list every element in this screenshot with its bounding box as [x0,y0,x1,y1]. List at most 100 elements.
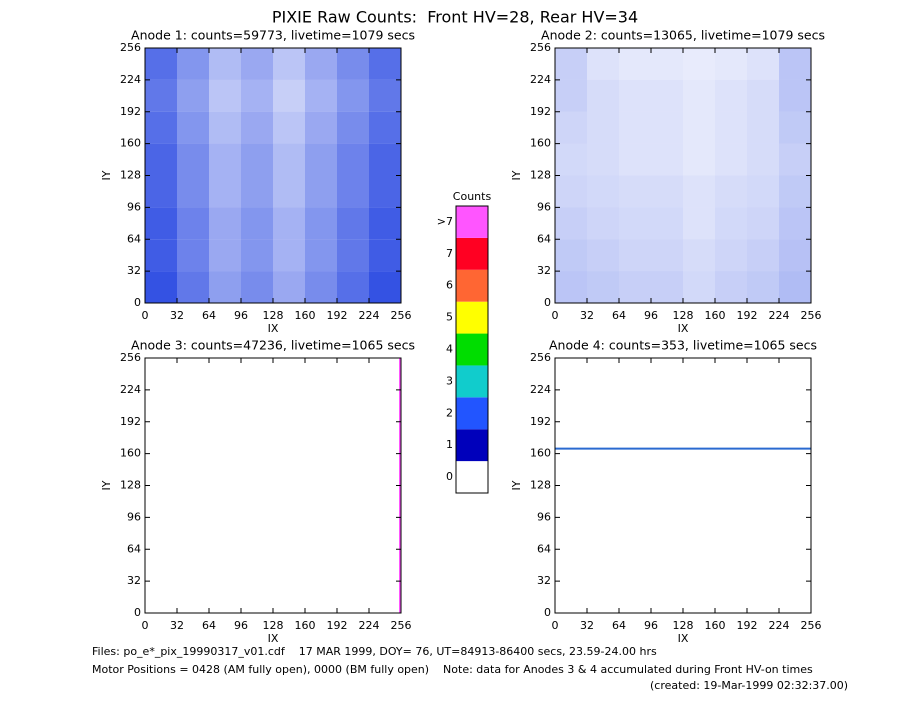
x-tick-label: 256 [801,309,822,322]
heat-cell [747,207,779,240]
heat-cell [337,486,369,518]
x-tick-label: 192 [737,309,758,322]
heat-cell [747,454,779,486]
colorbar-swatch [456,206,488,238]
colorbar-swatch [456,333,488,366]
y-tick-label: 64 [127,542,141,555]
heat-cell [145,422,177,454]
heat-cell [715,111,747,144]
heat-cell [715,207,747,240]
heat-cell [241,111,273,144]
heat-cell [305,143,337,176]
x-tick-label: 64 [202,619,216,632]
heat-cell [619,175,651,208]
y-axis-label: IY [100,480,113,490]
x-tick-label: 192 [737,619,758,632]
panel-title: Anode 2: counts=13065, livetime=1079 sec… [541,28,825,43]
heat-cell [779,486,811,518]
heat-cell [145,143,177,176]
heat-cell [305,422,337,454]
x-tick-label: 96 [644,619,658,632]
heat-cell [337,207,369,240]
heat-cell [177,486,209,518]
heat-cell [555,517,587,549]
heat-cell [369,358,401,390]
x-axis-label: IX [268,632,279,645]
heat-cell [177,358,209,390]
y-tick-label: 160 [120,447,141,460]
y-tick-label: 256 [120,41,141,54]
heat-cell [145,581,177,613]
y-tick-label: 64 [537,232,551,245]
heat-cell [555,239,587,272]
heat-cell [305,239,337,272]
heat-cell [241,271,273,303]
heat-cell [683,454,715,486]
x-tick-label: 0 [142,619,149,632]
heat-cell [587,79,619,112]
heat-cell [779,454,811,486]
colorbar-swatch [456,397,488,430]
colorbar-swatch [456,429,488,462]
heat-cell [177,454,209,486]
heat-cell [337,549,369,581]
y-tick-label: 256 [530,351,551,364]
heat-cell [619,239,651,272]
heat-cell [715,517,747,549]
heat-cell [273,390,305,422]
y-tick-label: 96 [127,200,141,213]
heat-cell [715,143,747,176]
heat-cell [651,207,683,240]
heat-cell [145,549,177,581]
heat-cell [683,517,715,549]
heat-cell [241,239,273,272]
heat-cell [587,175,619,208]
heat-cell [369,207,401,240]
heat-cell [747,111,779,144]
heat-cell [651,486,683,518]
heat-cell [715,486,747,518]
heat-cell [145,517,177,549]
heat-cell [337,517,369,549]
heat-cell [369,111,401,144]
heat-cell [305,175,337,208]
colorbar-label: 6 [446,279,453,292]
x-tick-label: 0 [142,309,149,322]
heat-cell [337,239,369,272]
x-tick-label: 96 [234,309,248,322]
heat-cell [587,48,619,80]
heat-cell [555,111,587,144]
heat-cell [779,271,811,303]
heat-cell [619,48,651,80]
heat-cell [209,79,241,112]
heat-cell [651,549,683,581]
heat-cell [683,111,715,144]
x-tick-label: 224 [359,619,380,632]
y-tick-label: 96 [127,510,141,523]
heat-cell [209,517,241,549]
colorbar-label: 5 [446,311,453,324]
x-tick-label: 128 [673,619,694,632]
heat-cell [715,581,747,613]
heat-cell [145,390,177,422]
heat-cell [651,581,683,613]
heat-cell [587,271,619,303]
x-tick-label: 32 [580,619,594,632]
heat-cell [683,48,715,80]
heat-cell [555,175,587,208]
heat-cell [683,79,715,112]
heat-cell [651,358,683,390]
y-axis-label: IY [100,170,113,180]
heat-cell [683,143,715,176]
y-tick-label: 128 [530,169,551,182]
heat-cell [619,390,651,422]
heat-cell [273,175,305,208]
heat-cell [273,549,305,581]
heat-cell [715,390,747,422]
heat-cell [209,271,241,303]
heat-cell [651,79,683,112]
heat-cell [715,454,747,486]
heat-cell [555,358,587,390]
y-tick-label: 32 [537,574,551,587]
